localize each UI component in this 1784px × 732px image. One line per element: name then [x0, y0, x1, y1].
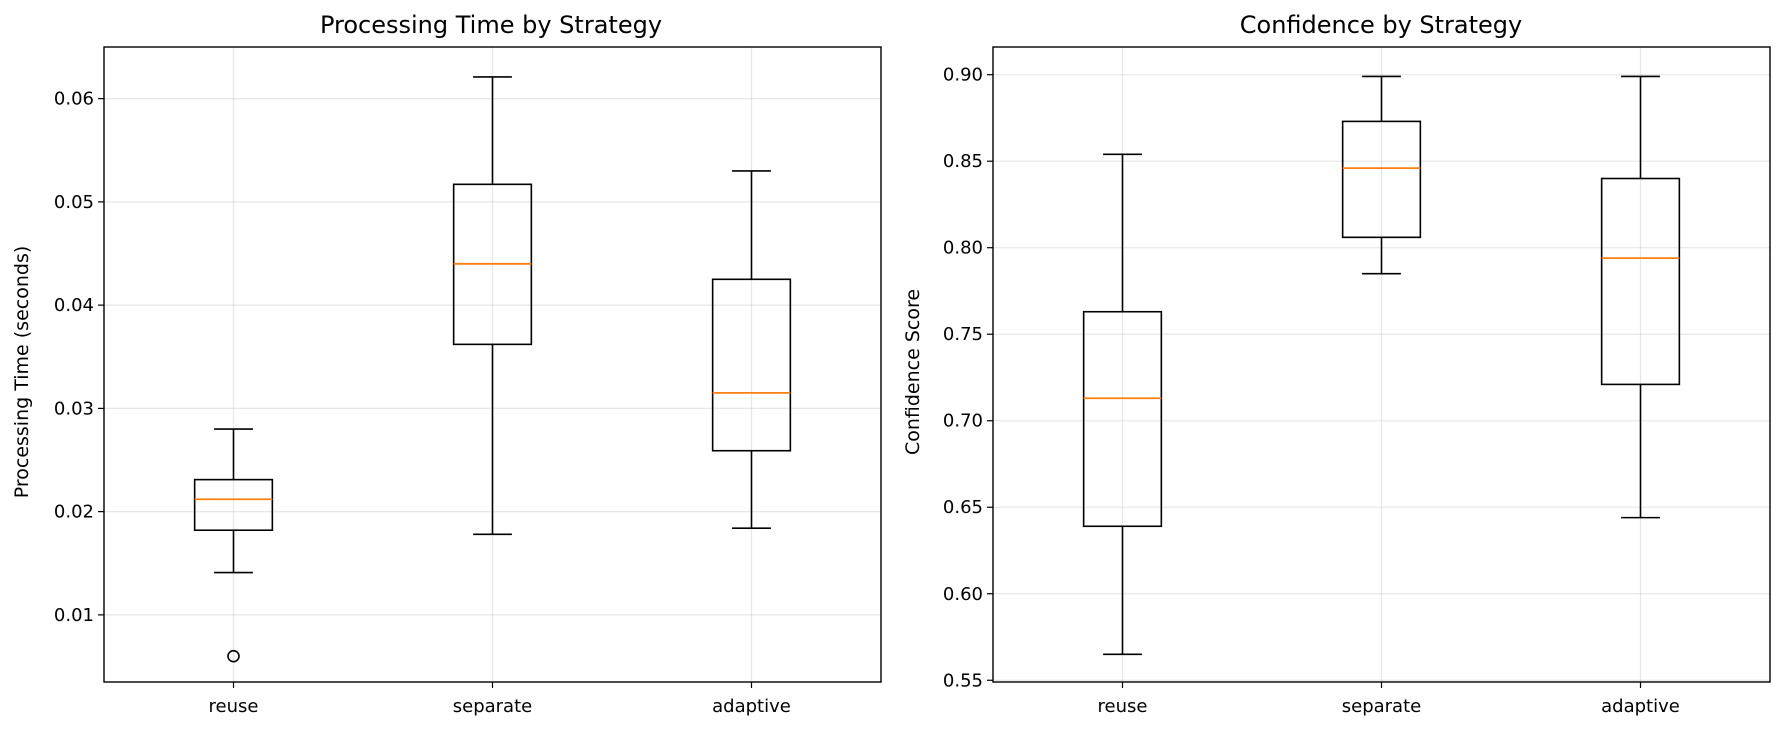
processing-time-title: Processing Time by Strategy [320, 11, 662, 39]
processing-time-iqr-box [193, 478, 274, 532]
processing-time-outlier-point [227, 649, 240, 663]
confidence-iqr-box [1082, 310, 1163, 528]
confidence-y-tick-label: 0.85 [943, 151, 983, 172]
processing-time-x-tick-label-separate: separate [453, 696, 532, 717]
processing-time-plot-frame [103, 46, 882, 683]
processing-time-iqr-box [711, 278, 792, 452]
processing-time-y-tick-label: 0.02 [54, 502, 94, 523]
processing-time-y-tick-label: 0.05 [54, 192, 94, 213]
confidence-panel: Confidence by Strategy Confidence Score … [902, 11, 1771, 717]
confidence-y-tick-label: 0.75 [943, 324, 983, 345]
confidence-y-tick-label: 0.80 [943, 238, 983, 259]
processing-time-y-tick-label: 0.01 [54, 605, 94, 626]
confidence-x-tick-label-reuse: reuse [1098, 696, 1148, 717]
confidence-y-tick-label: 0.65 [943, 497, 983, 518]
confidence-y-tick-label: 0.60 [943, 584, 983, 605]
confidence-box-reuse [1082, 153, 1163, 656]
confidence-iqr-box [1341, 120, 1422, 239]
confidence-iqr-box [1600, 177, 1681, 386]
confidence-x-tick-label-separate: separate [1342, 696, 1421, 717]
processing-time-x-tick-label-adaptive: adaptive [712, 696, 791, 717]
confidence-y-tick-label: 0.70 [943, 411, 983, 432]
processing-time-x-tick-label-reuse: reuse [209, 696, 259, 717]
processing-time-box-adaptive [711, 170, 792, 529]
processing-time-ticks: 0.01 0.02 0.03 0.04 0.05 0.06 reuse separate ada… [54, 89, 791, 717]
confidence-boxes [1082, 75, 1681, 656]
processing-time-box-reuse [193, 428, 274, 663]
confidence-title: Confidence by Strategy [1240, 11, 1522, 39]
confidence-y-tick-label: 0.55 [943, 670, 983, 691]
processing-time-box-separate [452, 76, 533, 536]
confidence-plot-frame [992, 46, 1771, 683]
confidence-grid [993, 47, 1770, 682]
confidence-y-axis-label: Confidence Score [902, 289, 924, 455]
processing-time-y-axis-label: Processing Time (seconds) [11, 246, 33, 499]
confidence-y-tick-label: 0.90 [943, 65, 983, 86]
confidence-box-separate [1341, 75, 1422, 275]
confidence-ticks: 0.55 0.60 0.65 0.70 0.75 0.80 0.85 0.90 reuse sep… [943, 65, 1680, 717]
processing-time-panel: Processing Time by Strategy Processing T… [11, 11, 882, 717]
confidence-x-tick-label-adaptive: adaptive [1601, 696, 1680, 717]
confidence-box-adaptive [1600, 75, 1681, 519]
processing-time-y-tick-label: 0.03 [54, 398, 94, 419]
processing-time-y-tick-label: 0.04 [54, 295, 94, 316]
processing-time-y-tick-label: 0.06 [54, 89, 94, 110]
processing-time-boxes [193, 76, 792, 663]
